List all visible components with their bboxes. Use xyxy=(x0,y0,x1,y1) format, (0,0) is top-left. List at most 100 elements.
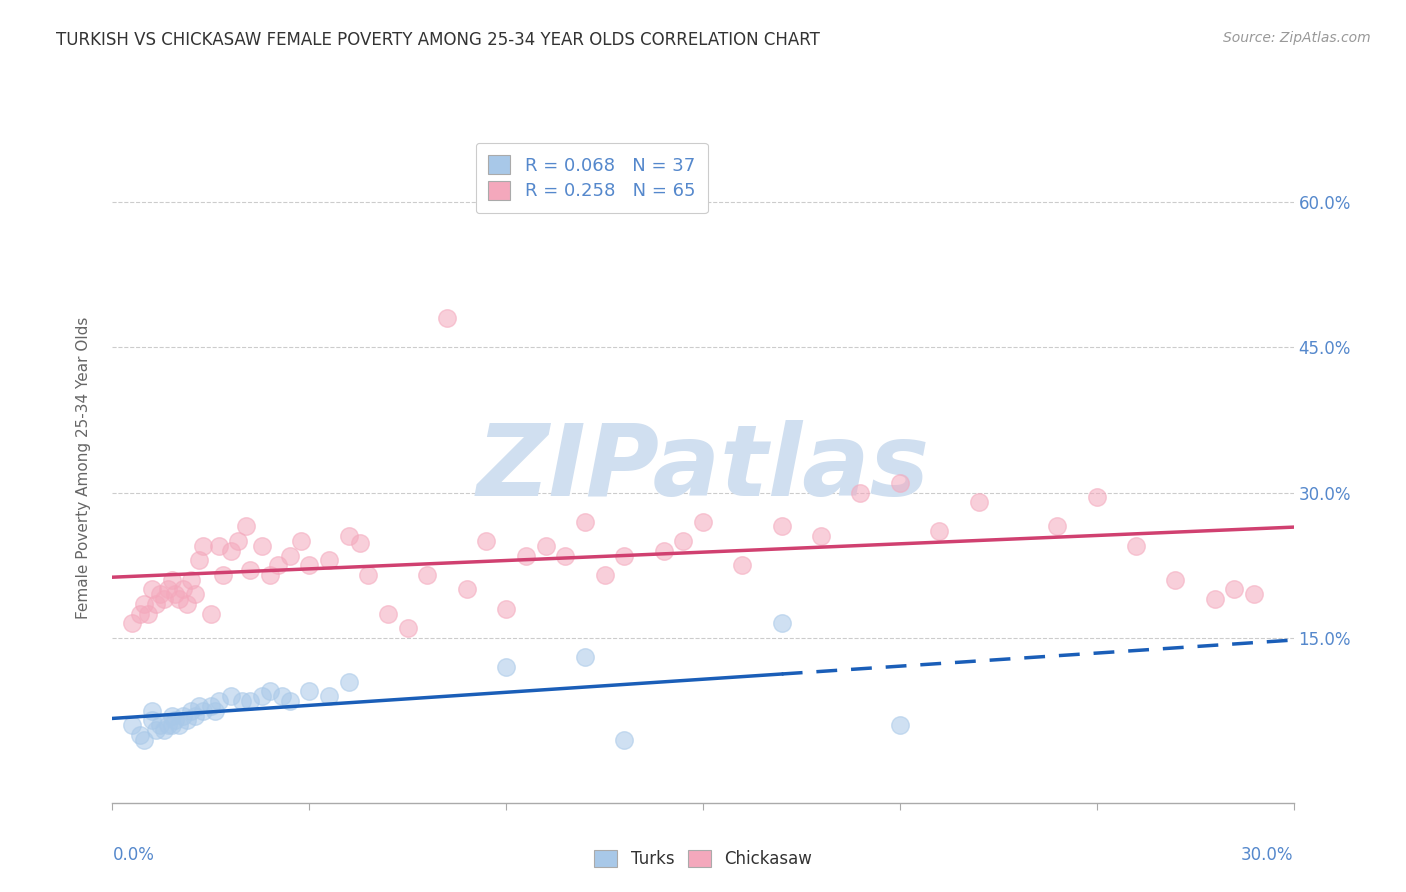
Point xyxy=(298,558,321,573)
Point xyxy=(149,718,172,732)
Point xyxy=(613,549,636,563)
Point xyxy=(156,718,179,732)
Point xyxy=(184,587,207,601)
Point xyxy=(250,539,273,553)
Point xyxy=(515,549,537,563)
Point xyxy=(396,621,419,635)
Point xyxy=(152,723,174,737)
Point xyxy=(191,539,214,553)
Point xyxy=(574,650,596,665)
Point xyxy=(132,732,155,747)
Point xyxy=(219,689,242,703)
Point xyxy=(357,568,380,582)
Point xyxy=(259,684,281,698)
Point xyxy=(270,689,292,703)
Point xyxy=(208,694,231,708)
Point xyxy=(239,694,262,708)
Point xyxy=(141,582,163,597)
Point xyxy=(1164,573,1187,587)
Point xyxy=(337,674,360,689)
Point xyxy=(967,495,990,509)
Point xyxy=(298,684,321,698)
Point xyxy=(259,568,281,582)
Text: Source: ZipAtlas.com: Source: ZipAtlas.com xyxy=(1223,31,1371,45)
Point xyxy=(160,708,183,723)
Point xyxy=(318,689,340,703)
Point xyxy=(152,592,174,607)
Point xyxy=(141,714,163,728)
Point xyxy=(495,602,517,616)
Point xyxy=(672,534,695,549)
Y-axis label: Female Poverty Among 25-34 Year Olds: Female Poverty Among 25-34 Year Olds xyxy=(76,318,91,619)
Point xyxy=(928,524,950,539)
Point xyxy=(349,536,371,550)
Point xyxy=(416,568,439,582)
Legend: Turks, Chickasaw: Turks, Chickasaw xyxy=(588,843,818,875)
Point xyxy=(211,568,233,582)
Point xyxy=(219,543,242,558)
Point xyxy=(377,607,399,621)
Point xyxy=(156,582,179,597)
Point xyxy=(180,704,202,718)
Point xyxy=(204,704,226,718)
Point xyxy=(180,573,202,587)
Point xyxy=(176,597,198,611)
Point xyxy=(188,553,211,567)
Point xyxy=(136,607,159,621)
Point xyxy=(160,573,183,587)
Text: TURKISH VS CHICKASAW FEMALE POVERTY AMONG 25-34 YEAR OLDS CORRELATION CHART: TURKISH VS CHICKASAW FEMALE POVERTY AMON… xyxy=(56,31,820,49)
Point xyxy=(770,519,793,533)
Point xyxy=(228,534,250,549)
Point xyxy=(889,718,911,732)
Point xyxy=(200,698,222,713)
Text: 0.0%: 0.0% xyxy=(112,847,155,864)
Point xyxy=(231,694,253,708)
Point xyxy=(318,553,340,567)
Point xyxy=(574,515,596,529)
Point xyxy=(278,694,301,708)
Point xyxy=(200,607,222,621)
Point xyxy=(1204,592,1226,607)
Point xyxy=(149,587,172,601)
Point xyxy=(1085,491,1108,505)
Point xyxy=(145,597,167,611)
Point xyxy=(191,704,214,718)
Point xyxy=(290,534,312,549)
Point xyxy=(436,311,458,326)
Point xyxy=(1125,539,1147,553)
Point xyxy=(235,519,257,533)
Point xyxy=(208,539,231,553)
Point xyxy=(1046,519,1069,533)
Point xyxy=(337,529,360,543)
Point xyxy=(239,563,262,577)
Point xyxy=(613,732,636,747)
Point xyxy=(172,582,194,597)
Point xyxy=(849,485,872,500)
Point xyxy=(169,592,191,607)
Point xyxy=(267,558,290,573)
Point xyxy=(731,558,754,573)
Point xyxy=(534,539,557,553)
Point xyxy=(129,607,152,621)
Point xyxy=(160,718,183,732)
Point xyxy=(456,582,478,597)
Point xyxy=(692,515,714,529)
Point xyxy=(495,660,517,674)
Point xyxy=(129,728,152,742)
Point xyxy=(554,549,576,563)
Point xyxy=(188,698,211,713)
Point xyxy=(172,708,194,723)
Legend: R = 0.068   N = 37, R = 0.258   N = 65: R = 0.068 N = 37, R = 0.258 N = 65 xyxy=(475,143,707,213)
Point xyxy=(1223,582,1246,597)
Point xyxy=(278,549,301,563)
Point xyxy=(652,543,675,558)
Point xyxy=(121,616,143,631)
Point xyxy=(889,475,911,490)
Point xyxy=(165,587,187,601)
Point xyxy=(1243,587,1265,601)
Point xyxy=(184,708,207,723)
Text: ZIPatlas: ZIPatlas xyxy=(477,420,929,516)
Point xyxy=(810,529,832,543)
Point xyxy=(176,714,198,728)
Point xyxy=(770,616,793,631)
